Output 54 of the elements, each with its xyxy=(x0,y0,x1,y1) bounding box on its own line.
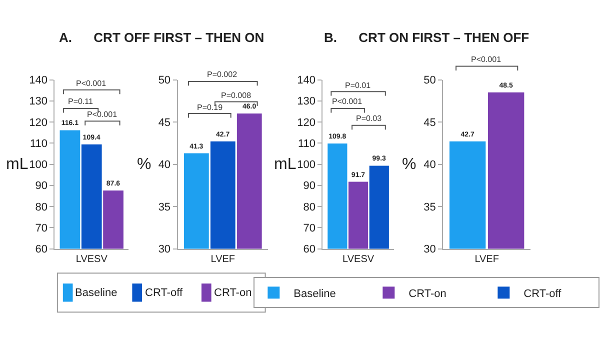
y-tick-label: 70 xyxy=(303,222,316,234)
legend-label: Baseline xyxy=(294,288,336,300)
y-tick-label: 100 xyxy=(297,159,316,172)
y-tick-label: 120 xyxy=(297,116,316,129)
y-tick-label: 50 xyxy=(424,74,436,87)
y-tick-label: 140 xyxy=(297,74,316,87)
y-tick-label: 30 xyxy=(158,244,171,256)
annotation: P=0.19 xyxy=(197,103,224,112)
y-tick-label: 50 xyxy=(158,74,171,87)
text: P=0.002 xyxy=(207,70,238,79)
text: A. CRT OFF FIRST – THEN ON xyxy=(59,30,264,45)
annotation: P<0.001 xyxy=(76,79,107,88)
annotation: P<0.001 xyxy=(87,110,118,119)
y-tick-label: 90 xyxy=(35,180,48,192)
text: B. CRT ON FIRST – THEN OFF xyxy=(324,30,530,45)
x-tick-label: LVESV xyxy=(342,254,374,265)
x-tick-label: LVEF xyxy=(210,254,236,265)
y-tick-label: 45 xyxy=(158,116,171,129)
legend-label: CRT-on xyxy=(214,287,252,299)
y-tick-label: 110 xyxy=(30,138,48,150)
y-tick-label: 80 xyxy=(35,201,48,214)
legend-label: CRT-off xyxy=(524,288,562,300)
annotation: P=0.008 xyxy=(221,91,252,100)
y-tick-label: 40 xyxy=(158,159,171,172)
y-tick-label: 45 xyxy=(424,116,436,129)
y-tick-label: 60 xyxy=(303,244,316,256)
legend-label: Baseline xyxy=(75,287,118,299)
y-tick-label: 30 xyxy=(424,244,436,256)
x-tick-label: LVESV xyxy=(76,254,108,265)
y-tick-label: 70 xyxy=(35,222,48,234)
y-tick-label: 35 xyxy=(424,201,436,214)
annotation: P<0.001 xyxy=(332,97,363,106)
y-tick-label: 130 xyxy=(297,96,316,108)
y-axis-title: mL xyxy=(274,156,296,173)
y-axis-title: mL xyxy=(6,156,28,173)
y-tick-label: 80 xyxy=(303,201,316,214)
y-tick-label: 35 xyxy=(158,201,171,214)
y-tick-label: 60 xyxy=(35,244,48,256)
annotation: P=0.11 xyxy=(68,97,94,106)
y-tick-label: 140 xyxy=(29,74,48,87)
legend-label: CRT-on xyxy=(408,288,446,300)
y-tick-label: 130 xyxy=(29,96,48,108)
text: P<0.001 xyxy=(471,55,502,64)
x-tick-label: LVEF xyxy=(474,254,499,265)
y-tick-label: 110 xyxy=(298,138,316,150)
y-tick-label: 120 xyxy=(29,116,48,129)
y-tick-label: 100 xyxy=(29,159,48,172)
annotation: P=0.01 xyxy=(345,81,372,90)
annotation: P=0.03 xyxy=(356,114,382,123)
legend-label: CRT-off xyxy=(145,287,184,299)
y-axis-title: % xyxy=(402,156,416,173)
y-tick-label: 40 xyxy=(424,159,436,172)
y-tick-label: 90 xyxy=(303,180,316,192)
y-axis-title: % xyxy=(137,156,152,173)
